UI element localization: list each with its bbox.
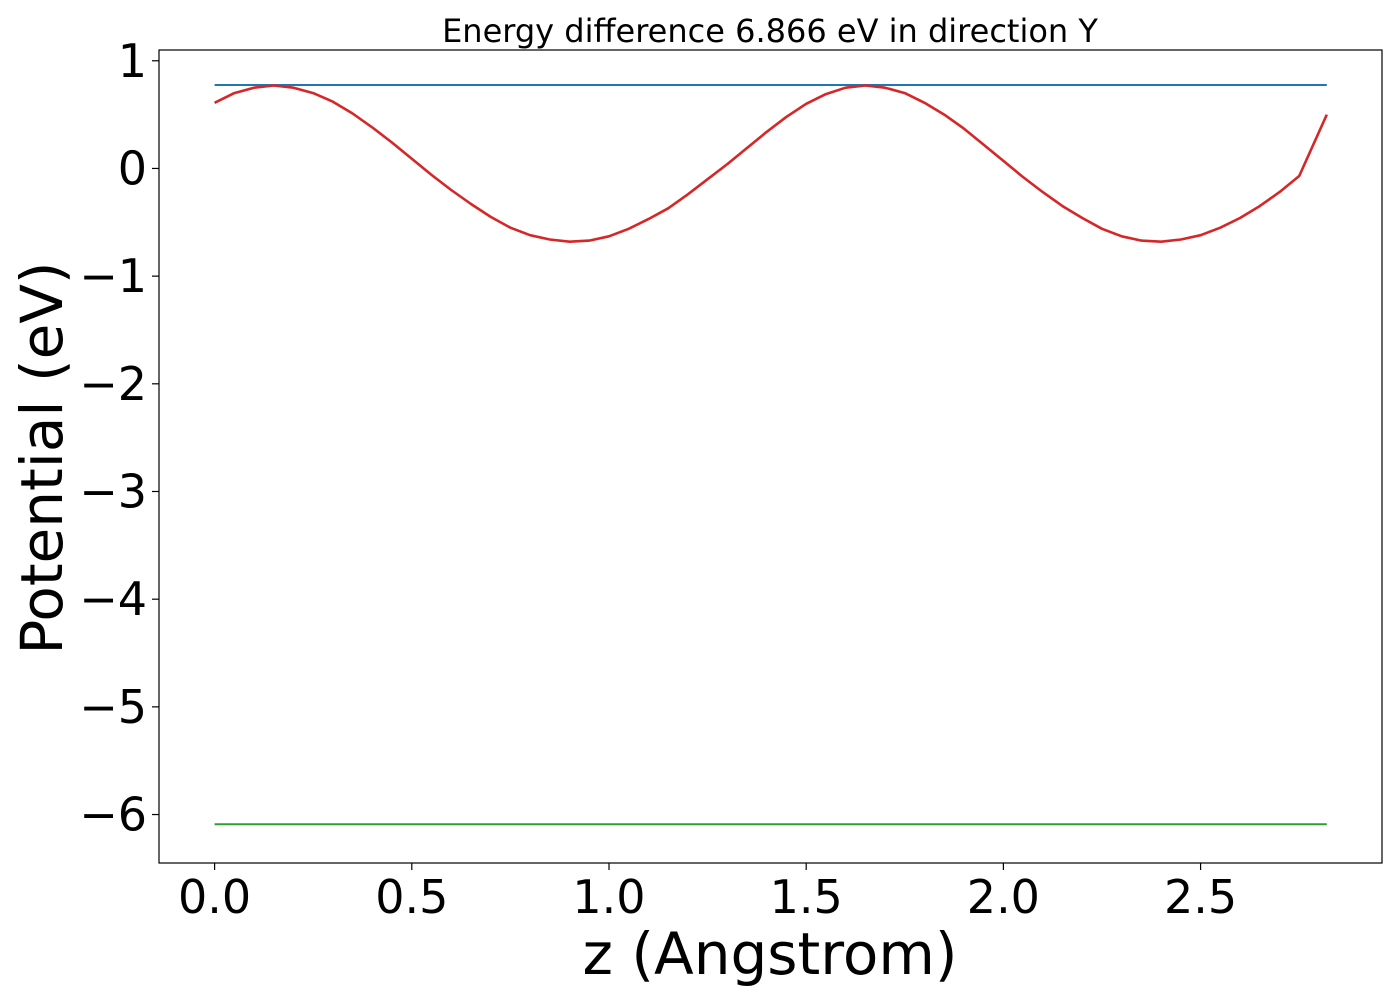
- x-tick-label: 1.0: [572, 870, 645, 924]
- x-tick-label: 2.5: [1164, 870, 1237, 924]
- plot-frame: [158, 49, 1383, 864]
- y-tick-label: 0: [118, 141, 147, 195]
- y-tick-label: −5: [79, 680, 147, 734]
- y-tick-label: −1: [79, 249, 147, 303]
- y-axis-ticks: 1 0 −1 −2 −3 −4 −5 −6: [79, 34, 159, 842]
- y-axis-label: Potential (eV): [8, 261, 76, 654]
- chart-title: Energy difference 6.866 eV in direction …: [442, 12, 1098, 50]
- series-layer: [214, 84, 1328, 826]
- y-tick-label: −4: [79, 572, 147, 626]
- x-axis-ticks: 0.0 0.5 1.0 1.5 2.0 2.5: [178, 863, 1237, 924]
- y-tick-label: −3: [79, 464, 147, 518]
- x-axis-label: z (Angstrom): [583, 920, 958, 988]
- y-tick-label: −6: [79, 788, 147, 842]
- x-tick-label: 0.0: [178, 870, 251, 924]
- x-tick-label: 1.5: [770, 870, 843, 924]
- x-tick-label: 0.5: [375, 870, 448, 924]
- y-tick-label: −2: [79, 357, 147, 411]
- x-tick-label: 2.0: [967, 870, 1040, 924]
- series-line-2: [214, 84, 1328, 243]
- y-tick-label: 1: [118, 34, 147, 88]
